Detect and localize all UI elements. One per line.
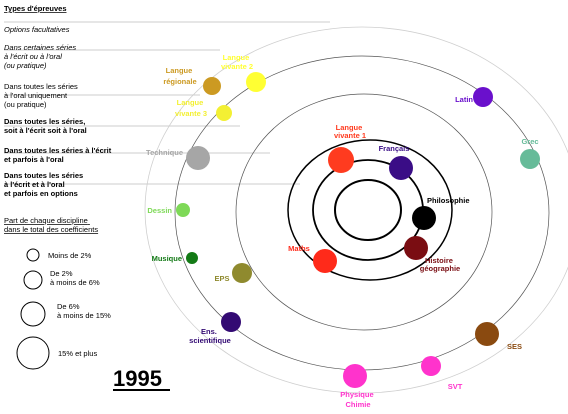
planets [176,72,540,388]
planet-maths [313,249,337,273]
planet-langue-vivante-2 [246,72,266,92]
legend: Types d'épreuves Options facultatives Da… [4,4,113,198]
label-langue-vivante-3: Langue vivante 3 [175,98,207,118]
label-ses: SES [507,342,522,351]
size-label-xlarge: 15% et plus [58,349,97,358]
planet-langue-vivante-1 [328,147,354,173]
orbit-options [144,26,568,394]
label-musique: Musique [152,254,182,263]
planet-histoire-geographie [404,236,428,260]
planet-latin [473,87,493,107]
label-philosophie: Philosophie [427,196,470,205]
size-symbol-small [26,248,40,262]
orbit-oral-uniquement [235,93,493,331]
planet-grec [520,149,540,169]
planet-svt [421,356,441,376]
size-label-small: Moins de 2% [48,251,92,260]
planet-francais [389,156,413,180]
label-histoire-geographie: Histoire géographie [420,256,460,273]
label-langue-vivante-2: Langue vivante 2 [221,53,253,71]
label-eps: EPS [214,274,229,283]
label-technique: Technique [146,148,183,157]
legend-title: Types d'épreuves [4,4,67,13]
label-physique-chimie: Physique Chimie [340,390,375,409]
size-legend: Part de chaque discipline dans le total … [4,216,111,370]
planet-eps [232,263,252,283]
legend-item-ecrit-ou-oral: Dans toutes les séries, soit à l'écrit s… [4,117,87,135]
legend-item-ecrit-et-oral: Dans toutes les séries à l'écrit et à l'… [4,171,85,198]
size-label-medium: De 2% à moins de 6% [50,269,100,287]
legend-guide-lines [4,21,330,185]
planet-physique-chimie [343,364,367,388]
planet-musique [186,252,198,264]
planet-langue-regionale [203,77,221,95]
planet-labels: Langue vivante 1 Français Philosophie Hi… [146,53,539,409]
label-svt: SVT [448,382,463,391]
label-langue-vivante-1: Langue vivante 1 [334,123,366,140]
planet-langue-vivante-3 [216,105,232,121]
planet-ses [475,322,499,346]
label-latin: Latin [455,95,473,104]
label-dessin: Dessin [147,206,172,215]
planet-philosophie [412,206,436,230]
size-label-large: De 6% à moins de 15% [57,302,111,320]
legend-item-options: Options facultatives [4,25,70,34]
label-grec: Grec [521,137,538,146]
legend-item-oral-uniquement: Dans toutes les séries à l'oral uniqueme… [4,82,80,109]
planet-dessin [176,203,190,217]
year-label: 1995 [113,366,162,391]
size-symbol-medium [23,270,43,290]
label-ens-scientifique: Ens. scientifique [189,327,231,345]
size-legend-title: Part de chaque discipline dans le total … [4,216,98,234]
label-langue-regionale: Langue régionale [163,66,196,86]
planet-ens-scientifique [221,312,241,332]
label-maths: Maths [288,244,310,253]
orbits [144,26,568,394]
legend-item-certaines-series: Dans certaines séries à l'écrit ou à l'o… [4,43,78,70]
size-symbol-large [20,301,46,327]
orbit-ecrit-et-oral [334,179,402,241]
label-francais: Français [379,144,410,153]
size-symbol-xlarge [16,336,50,370]
legend-item-ecrit: Dans toutes les séries à l'écrit et parf… [4,146,113,164]
planet-technique [186,146,210,170]
orbit-ecrit-ou-oral [287,139,453,281]
